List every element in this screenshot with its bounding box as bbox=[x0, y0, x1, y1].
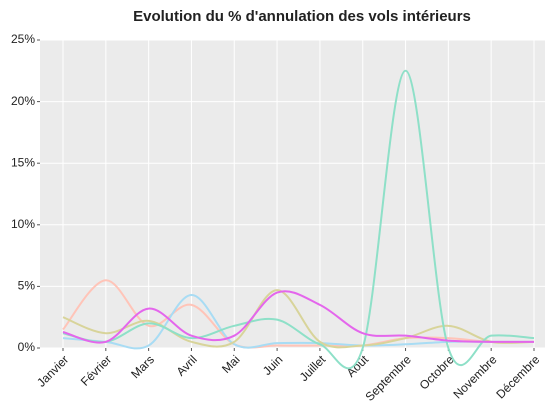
series-line bbox=[62, 290, 535, 344]
y-tick-label: 0% bbox=[18, 340, 36, 354]
series-line bbox=[62, 294, 534, 350]
x-tick-label: Septembre bbox=[363, 352, 415, 402]
y-tick-label: 10% bbox=[11, 217, 35, 231]
y-tick-label: 5% bbox=[18, 279, 36, 293]
y-tick-label: 15% bbox=[11, 155, 35, 169]
x-tick-label: Novembre bbox=[451, 352, 500, 401]
y-tick-label: 20% bbox=[11, 94, 35, 108]
x-tick-label: Juillet bbox=[297, 352, 329, 384]
x-tick-label: Février bbox=[78, 352, 114, 388]
series-line bbox=[62, 279, 535, 349]
x-tick-label: Août bbox=[344, 352, 372, 380]
x-tick-label: Mars bbox=[128, 352, 157, 381]
x-tick-label: Mai bbox=[219, 352, 243, 376]
y-tick-label: 25% bbox=[11, 32, 35, 46]
series-line bbox=[62, 69, 535, 370]
x-tick-label: Janvier bbox=[34, 352, 71, 389]
x-tick-label: Avril bbox=[174, 352, 200, 378]
x-tick-label: Octobre bbox=[417, 352, 457, 392]
chart-title: Evolution du % d'annulation des vols int… bbox=[133, 8, 471, 25]
x-tick-label: Décembre bbox=[493, 352, 542, 401]
series-line bbox=[62, 289, 535, 349]
x-tick-label: Juin bbox=[260, 352, 285, 377]
